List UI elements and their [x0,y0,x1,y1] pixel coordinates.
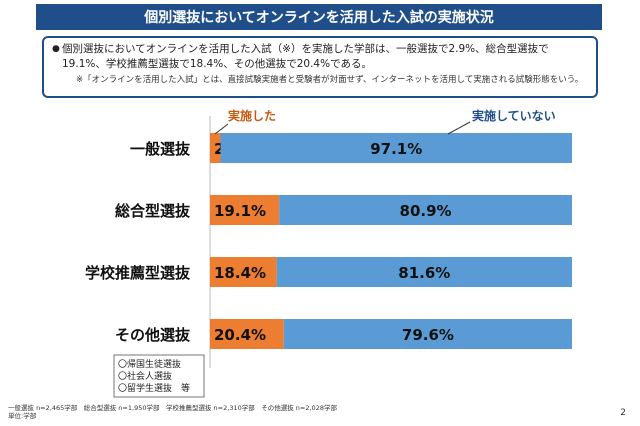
page-title: 個別選抜においてオンラインを活用した入試の実施状況 [36,4,602,30]
legend-callout-line [214,123,229,135]
bar-segment [276,257,572,287]
annotation-line: 〇留学生選抜 等 [118,382,190,394]
annotation-box [113,354,205,398]
footer: 一般選抜 n=2,465学部 総合型選抜 n=1,950学部 学校推薦型選抜 n… [8,404,337,420]
bar-segment [210,133,221,163]
bar-segment [279,195,572,225]
annotation-line: 〇社会人選抜 [118,370,172,382]
footer-sample-sizes: 一般選抜 n=2,465学部 総合型選抜 n=1,950学部 学校推薦型選抜 n… [8,404,337,412]
footer-unit: 単位:学部 [8,412,37,420]
data-label: 80.9% [400,202,452,220]
category-label: 一般選抜 [130,140,191,158]
data-label: 18.4% [214,264,266,282]
summary-note: ※「オンラインを活用した入試」とは、直接試験実施者と受験者が対面せず、インターネ… [76,75,584,85]
stacked-bar-chart: 一般選抜2.9%97.1%総合型選抜19.1%80.9%学校推薦型選抜18.4%… [0,100,640,400]
category-label: 総合型選抜 [115,202,191,220]
legend-label-not-implemented: 実施していない [472,108,556,123]
data-label: 19.1% [214,202,266,220]
chart-canvas: 一般選抜2.9%97.1%総合型選抜19.1%80.9%学校推薦型選抜18.4%… [85,108,573,398]
summary-text: 個別選抜においてオンラインを活用した入試（※）を実施した学部は、一般選抜で2.9… [62,43,549,70]
bar-segment [283,319,572,349]
page-number: 2 [620,408,626,418]
bullet-icon: ● [52,44,60,54]
data-label: 20.4% [214,326,266,344]
summary-box: ● 個別選抜においてオンラインを活用した入試（※）を実施した学部は、一般選抜で2… [42,36,598,98]
page-title-text: 個別選抜においてオンラインを活用した入試の実施状況 [144,10,494,26]
legend-callout-line [447,121,471,135]
legend-label-implemented: 実施した [228,108,276,123]
category-label: その他選抜 [115,326,191,344]
data-label: 79.6% [402,326,454,344]
data-label: 81.6% [398,264,450,282]
annotation-line: 〇帰国生徒選抜 [118,358,181,370]
bar-segment [220,133,573,163]
category-label: 学校推薦型選抜 [85,264,191,282]
data-label: 97.1% [370,140,422,158]
bar-segment [210,257,277,287]
bar-segment [210,195,280,225]
bar-segment [210,319,284,349]
